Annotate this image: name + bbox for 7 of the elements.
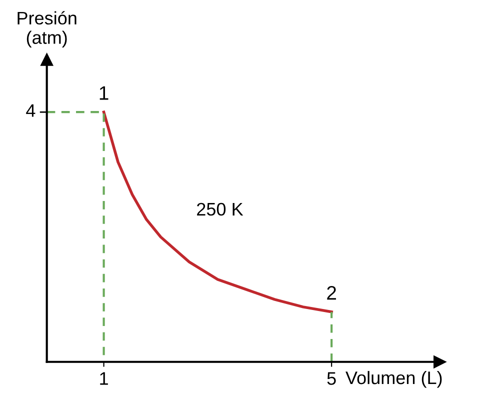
y-axis-title: Presión (atm) — [18, 11, 76, 48]
x-tick-label: 5 — [327, 372, 336, 385]
annotation: 250 K — [197, 202, 244, 216]
annotation: 4 — [26, 104, 36, 117]
annotation: 1 — [100, 86, 108, 100]
annotation: 2 — [327, 286, 336, 300]
x-axis-title: Volumen (L) — [346, 370, 442, 388]
